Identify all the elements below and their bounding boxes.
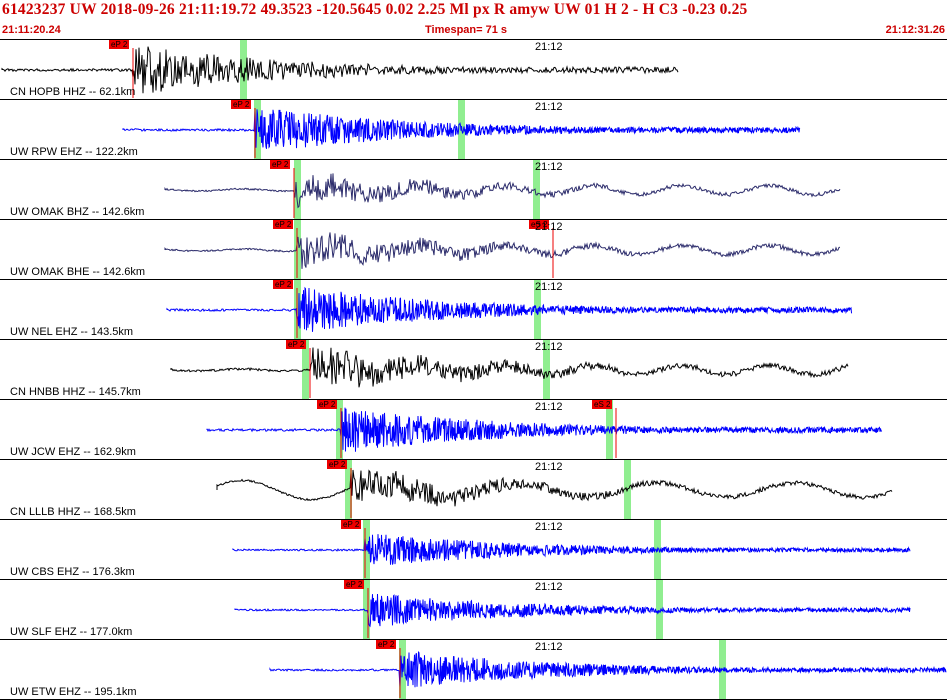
waveform: [164, 160, 841, 219]
minute-marker: 21:12: [535, 521, 563, 533]
waveform-trace: [166, 286, 853, 332]
waveform-trace: [269, 651, 947, 688]
arrival-marker: [543, 340, 550, 399]
p-pick-flag[interactable]: eP 2: [273, 220, 294, 229]
station-label: UW ETW EHZ -- 195.1km: [10, 686, 137, 698]
arrival-marker: [533, 160, 540, 219]
waveform-trace: [122, 109, 801, 149]
trace-panel[interactable]: eP 2 21:12 UW CBS EHZ -- 176.3km: [0, 520, 947, 580]
station-label: UW NEL EHZ -- 143.5km: [10, 326, 134, 338]
arrival-marker: [363, 580, 370, 639]
trace-panel[interactable]: eP 2 21:12 CN HNBB HHZ -- 145.7km: [0, 340, 947, 400]
trace-panel[interactable]: eP 2 21:12 UW SLF EHZ -- 177.0km: [0, 580, 947, 640]
p-pick-flag[interactable]: eP 2: [270, 160, 291, 169]
waveform: [1, 40, 679, 99]
waveform-trace: [234, 593, 911, 628]
arrival-marker: [294, 160, 301, 219]
waveform-trace: [232, 534, 911, 565]
waveform: [166, 280, 853, 339]
trace-panel[interactable]: eP 2 21:12 UW OMAK BHZ -- 142.6km: [0, 160, 947, 220]
minute-marker: 21:12: [535, 461, 563, 473]
s-pick-flag[interactable]: eS 2: [592, 400, 613, 409]
waveform: [232, 520, 911, 579]
minute-marker: 21:12: [535, 401, 563, 413]
end-time: 21:12:31.26: [885, 24, 945, 36]
event-summary-line: 61423237 UW 2018-09-26 21:11:19.72 49.35…: [2, 1, 748, 18]
minute-marker: 21:12: [535, 341, 563, 353]
station-label: UW OMAK BHZ -- 142.6km: [10, 206, 145, 218]
waveform-trace: [206, 407, 883, 452]
trace-panel[interactable]: eP 2 21:12 UW NEL EHZ -- 143.5km: [0, 280, 947, 340]
waveform-trace: [170, 347, 849, 388]
p-pick-flag[interactable]: eP 2: [286, 340, 307, 349]
p-pick-flag[interactable]: eP 2: [273, 280, 294, 289]
arrival-marker: [606, 400, 613, 459]
s-pick-flag[interactable]: eS 2: [529, 220, 550, 229]
waveform-trace: [164, 232, 841, 269]
minute-marker: 21:12: [535, 101, 563, 113]
trace-panel[interactable]: eP 2 21:12 CN HOPB HHZ -- 62.1km: [0, 40, 947, 100]
trace-panel[interactable]: eP 2 21:12 CN LLLB HHZ -- 168.5km: [0, 460, 947, 520]
waveform-trace: [164, 173, 841, 209]
waveform: [216, 460, 893, 519]
minute-marker: 21:12: [535, 221, 563, 233]
station-label: UW JCW EHZ -- 162.9km: [10, 446, 136, 458]
trace-panel[interactable]: eP 2 21:12 UW RPW EHZ -- 122.2km: [0, 100, 947, 160]
waveform: [206, 400, 883, 459]
arrival-marker: [240, 40, 247, 99]
p-pick-flag[interactable]: eP 2: [327, 460, 348, 469]
trace-panel[interactable]: eP 2 21:12 UW ETW EHZ -- 195.1km: [0, 640, 947, 700]
p-pick-flag[interactable]: eP 2: [341, 520, 362, 529]
event-header: 61423237 UW 2018-09-26 21:11:19.72 49.35…: [0, 0, 947, 40]
waveform: [170, 340, 849, 399]
timespan: Timespan= 71 s: [425, 24, 508, 36]
arrival-marker: [656, 580, 663, 639]
waveform: [234, 580, 911, 639]
arrival-marker: [254, 100, 261, 159]
start-time: 21:11:20.24: [2, 24, 61, 36]
arrival-marker: [345, 460, 352, 519]
minute-marker: 21:12: [535, 281, 563, 293]
minute-marker: 21:12: [535, 641, 563, 653]
minute-marker: 21:12: [535, 41, 563, 53]
waveform: [269, 640, 947, 699]
station-label: UW SLF EHZ -- 177.0km: [10, 626, 133, 638]
seismogram-panel-stack: eP 2 21:12 CN HOPB HHZ -- 62.1km eP 2 21…: [0, 40, 947, 700]
minute-marker: 21:12: [535, 161, 563, 173]
waveform: [122, 100, 801, 159]
waveform: [164, 220, 841, 279]
waveform-trace: [1, 46, 679, 94]
waveform-trace: [216, 469, 893, 507]
p-pick-flag[interactable]: eP 2: [376, 640, 397, 649]
p-pick-flag[interactable]: eP 2: [109, 40, 130, 49]
station-label: UW OMAK BHE -- 142.6km: [10, 266, 146, 278]
station-label: CN HNBB HHZ -- 145.7km: [10, 386, 141, 398]
station-label: CN HOPB HHZ -- 62.1km: [10, 86, 136, 98]
station-label: UW RPW EHZ -- 122.2km: [10, 146, 138, 158]
trace-panel[interactable]: eP 2 eS 2 21:12 UW OMAK BHE -- 142.6km: [0, 220, 947, 280]
p-pick-flag[interactable]: eP 2: [344, 580, 365, 589]
minute-marker: 21:12: [535, 581, 563, 593]
p-pick-flag[interactable]: eP 2: [317, 400, 338, 409]
station-label: UW CBS EHZ -- 176.3km: [10, 566, 135, 578]
station-label: CN LLLB HHZ -- 168.5km: [10, 506, 136, 518]
trace-panel[interactable]: eP 2 eS 2 21:12 UW JCW EHZ -- 162.9km: [0, 400, 947, 460]
p-pick-flag[interactable]: eP 2: [231, 100, 252, 109]
